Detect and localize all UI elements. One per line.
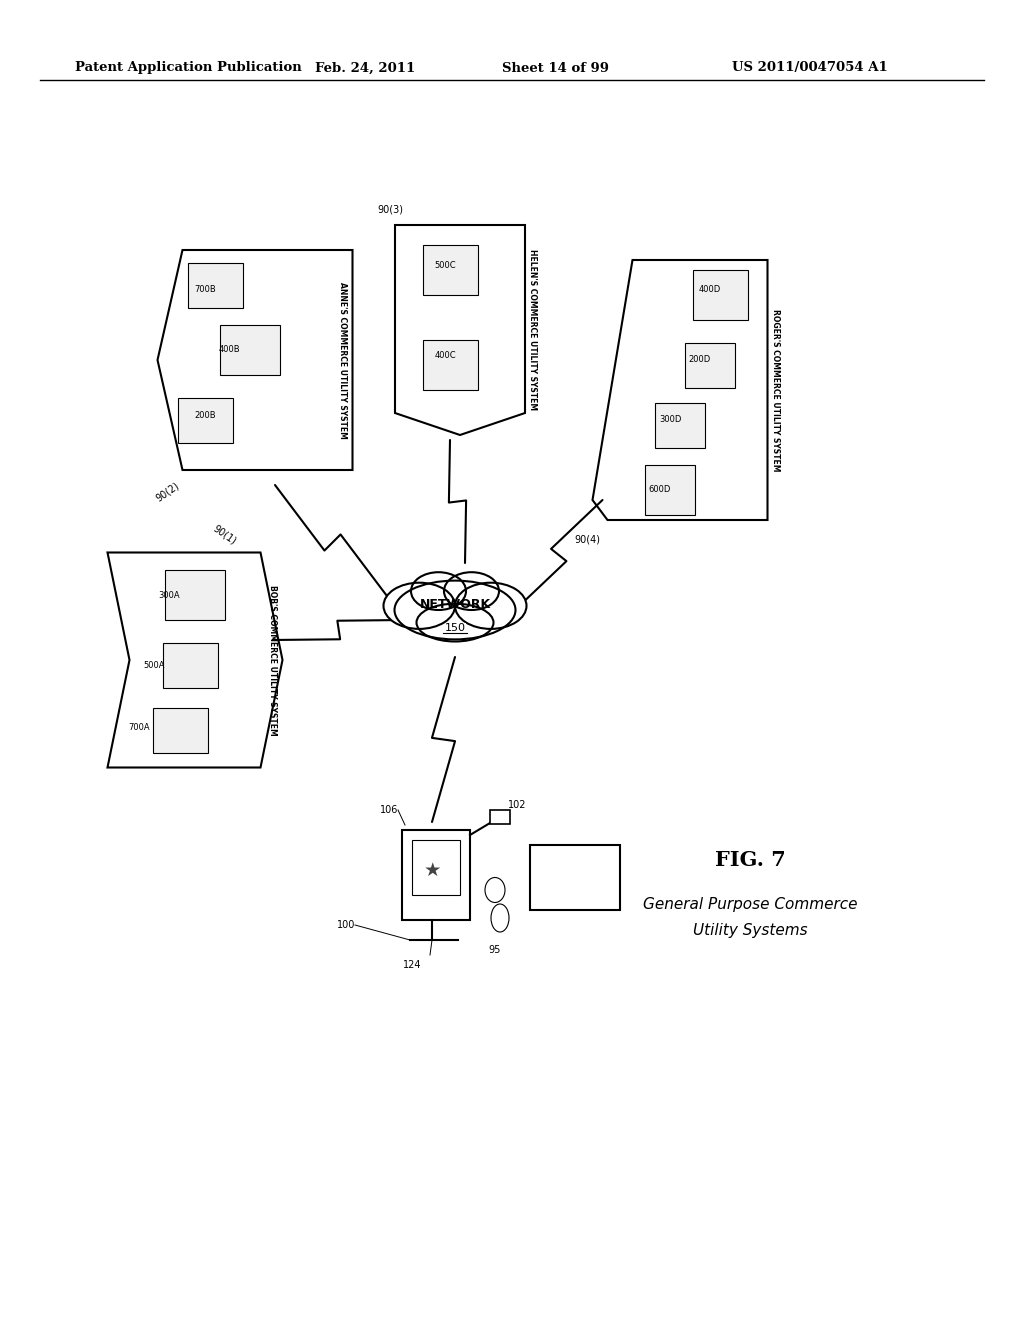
Bar <box>490 810 510 824</box>
Text: US 2011/0047054 A1: US 2011/0047054 A1 <box>732 62 888 74</box>
Polygon shape <box>593 260 768 520</box>
Bar <box>163 643 217 688</box>
Bar <box>685 342 735 388</box>
Text: NETWORK: NETWORK <box>420 598 490 611</box>
Ellipse shape <box>411 572 466 610</box>
Polygon shape <box>395 224 525 436</box>
Text: 90(2): 90(2) <box>154 480 181 504</box>
Text: 106: 106 <box>380 805 398 814</box>
Text: 500C: 500C <box>434 260 456 269</box>
Text: Sheet 14 of 99: Sheet 14 of 99 <box>502 62 608 74</box>
Text: 90(1): 90(1) <box>212 523 239 546</box>
Text: Patent Application Publication: Patent Application Publication <box>75 62 302 74</box>
Text: 102: 102 <box>508 800 526 810</box>
Polygon shape <box>108 553 283 767</box>
Ellipse shape <box>455 582 526 628</box>
Text: 124: 124 <box>402 960 421 970</box>
Text: General Purpose Commerce: General Purpose Commerce <box>643 898 857 912</box>
Text: 600D: 600D <box>649 486 671 495</box>
Text: 400D: 400D <box>698 285 721 294</box>
Bar <box>655 403 705 447</box>
Text: ROGER'S COMMERCE UTILITY SYSTEM: ROGER'S COMMERCE UTILITY SYSTEM <box>771 309 780 471</box>
Text: ★: ★ <box>423 861 440 879</box>
Ellipse shape <box>394 581 515 639</box>
Text: 700A: 700A <box>128 723 150 733</box>
Text: FIG. 7: FIG. 7 <box>715 850 785 870</box>
Text: 150: 150 <box>444 623 466 634</box>
Bar <box>165 570 225 620</box>
Text: Utility Systems: Utility Systems <box>692 923 807 937</box>
Bar <box>177 397 232 442</box>
Bar <box>692 271 748 319</box>
Text: 90(3): 90(3) <box>377 205 403 215</box>
Bar <box>153 708 208 752</box>
Text: 300D: 300D <box>658 416 681 425</box>
Bar <box>187 263 243 308</box>
Text: 90(4): 90(4) <box>574 535 600 545</box>
Bar <box>220 325 280 375</box>
Ellipse shape <box>444 572 499 610</box>
Text: 95: 95 <box>488 945 501 954</box>
Bar <box>412 840 460 895</box>
Ellipse shape <box>384 582 455 628</box>
Text: 100: 100 <box>337 920 355 931</box>
Text: Feb. 24, 2011: Feb. 24, 2011 <box>314 62 415 74</box>
Text: 200B: 200B <box>195 411 216 420</box>
Text: 200D: 200D <box>689 355 711 364</box>
Bar <box>423 341 477 389</box>
Bar <box>530 845 620 909</box>
Text: 700B: 700B <box>195 285 216 294</box>
Text: 400B: 400B <box>218 346 240 355</box>
Bar <box>402 830 470 920</box>
Polygon shape <box>158 249 352 470</box>
Text: 300A: 300A <box>159 590 180 599</box>
Text: HELEN'S COMMERCE UTILITY SYSTEM: HELEN'S COMMERCE UTILITY SYSTEM <box>528 249 538 411</box>
Bar <box>645 465 695 515</box>
Text: 500A: 500A <box>143 660 165 669</box>
Text: 400C: 400C <box>434 351 456 359</box>
Text: BOB'S COMMERCE UTILITY SYSTEM: BOB'S COMMERCE UTILITY SYSTEM <box>268 585 278 735</box>
Bar <box>423 246 477 294</box>
Text: ANNE'S COMMERCE UTILITY SYSTEM: ANNE'S COMMERCE UTILITY SYSTEM <box>338 281 347 438</box>
Ellipse shape <box>417 603 494 642</box>
